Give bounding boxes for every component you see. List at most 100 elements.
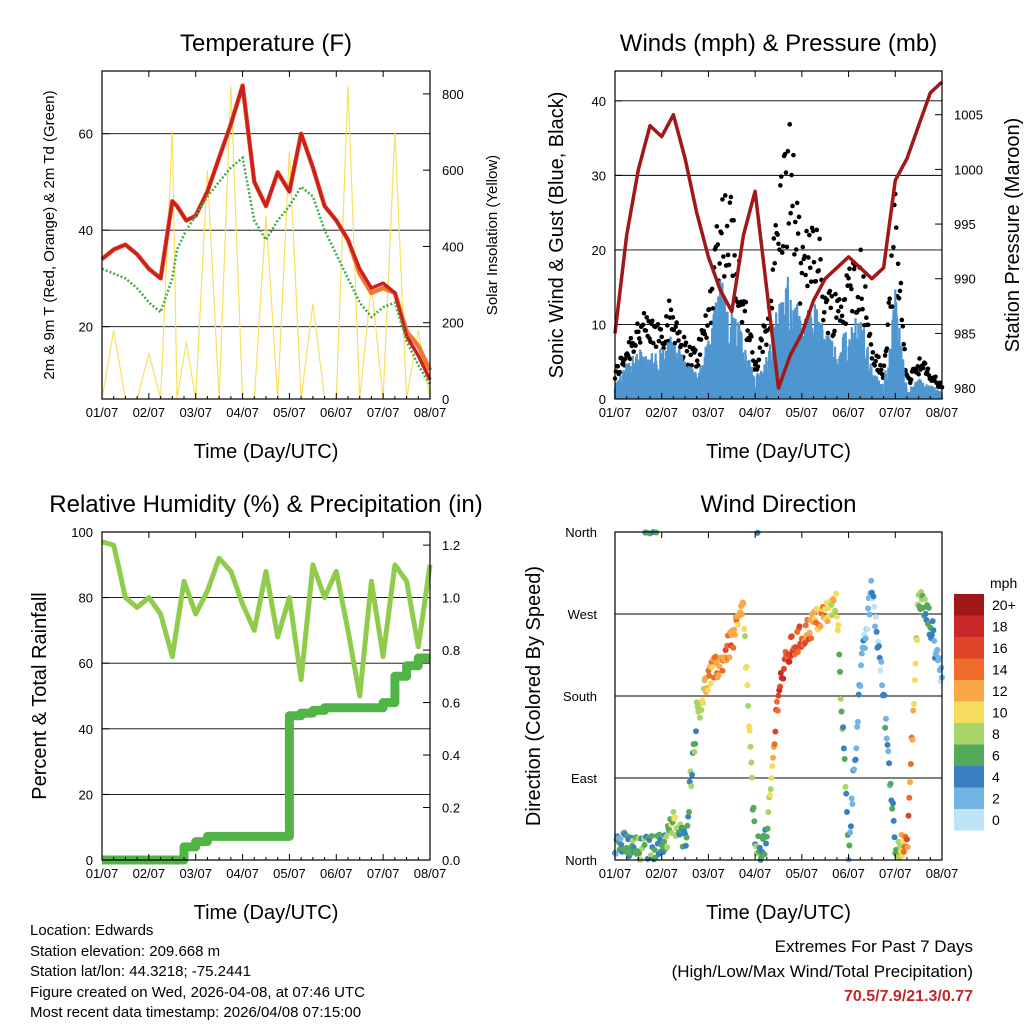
gust-point [635,321,640,327]
gust-point [770,267,776,272]
direction-point [911,677,918,684]
y-tick-label: 80 [79,591,93,606]
gust-point [730,273,736,279]
solar-insolation-line [101,86,431,400]
direction-point [865,605,872,612]
station-info: Location: Edwards Station elevation: 209… [30,921,365,1024]
gust-point [804,228,809,234]
direction-point [808,635,815,642]
y2-tick-label: 400 [442,239,464,254]
created-text: Figure created on Wed, 2026-04-08, at 07… [30,983,365,1001]
legend-label: 6 [992,748,1000,764]
y-tick-label: South [563,689,597,704]
direction-point [890,817,897,824]
y2-tick-label: 990 [954,272,976,287]
gust-point [705,323,710,328]
y2-tick-label: 980 [954,381,976,396]
y-tick-label: 0 [86,853,93,868]
gust-point [908,377,914,382]
y-tick-label: 60 [79,127,93,142]
gust-point [674,320,679,325]
direction-point [830,597,837,604]
direction-point [847,829,854,836]
gust-point [787,122,793,127]
direction-point [921,596,928,603]
direction-point [715,672,722,679]
y2-tick-label: 1000 [954,162,983,177]
gust-point [864,315,869,321]
direction-point [912,660,919,667]
direction-point [837,695,844,702]
direction-point [671,814,678,821]
gust-point [777,247,782,252]
gust-point [658,327,664,332]
gust-point [811,259,817,265]
gust-point [641,311,647,316]
direction-point [744,682,751,689]
y-tick-label: 10 [592,317,606,332]
gust-point [771,236,777,241]
gust-point [671,327,677,333]
x-tick-label: 03/07 [179,866,212,881]
direction-point [648,833,655,840]
gust-point [727,200,733,205]
gust-point [876,354,881,360]
gust-point [902,346,907,352]
direction-point [771,741,778,748]
direction-point [647,852,654,859]
gust-point [810,228,816,234]
gust-point [838,304,844,310]
gust-point [665,338,671,344]
direction-point [866,611,873,618]
direction-point [872,623,879,630]
y2-tick-label: 0 [442,392,449,407]
gust-point [710,306,716,311]
direction-point [844,809,851,816]
direction-point [905,812,912,819]
direction-point [719,667,726,674]
gust-point [899,317,905,323]
gust-point [626,339,632,345]
legend-swatch [954,701,984,723]
gust-point [732,253,737,258]
x-tick-label: 07/07 [879,866,912,881]
direction-point [903,836,910,843]
x-tick-label: 05/07 [273,405,306,420]
direction-point [688,783,695,790]
direction-point [906,794,913,801]
direction-point [712,653,719,660]
gust-point [750,350,755,355]
gust-points [612,122,945,390]
gust-point [895,261,901,267]
gust-point [679,342,684,348]
direction-point [692,728,699,735]
legend-label: 18 [992,619,1008,635]
direction-point [871,603,878,610]
direction-point [877,667,884,674]
y-axis-label: Sonic Wind & Gust (Blue, Black) [546,92,568,379]
gust-point [694,358,700,364]
direction-point [763,833,770,840]
direction-point [864,626,871,633]
gust-point [863,284,868,289]
gust-point [827,288,833,294]
direction-point [873,628,880,635]
gust-point [698,337,704,342]
gust-point [872,363,878,368]
gust-point [858,247,864,253]
direction-point [881,692,888,699]
pressure-line [613,80,944,390]
gust-point [868,342,874,347]
direction-point [852,756,859,763]
gust-point [762,324,767,329]
gust-point [622,356,628,361]
extremes-subtitle: (High/Low/Max Wind/Total Precipitation) [671,962,973,981]
direction-point [769,763,776,770]
direction-point [706,672,713,679]
gust-point [922,361,928,366]
direction-point [834,627,841,634]
gust-point [785,148,791,154]
direction-point [928,631,935,638]
direction-point [914,637,921,644]
